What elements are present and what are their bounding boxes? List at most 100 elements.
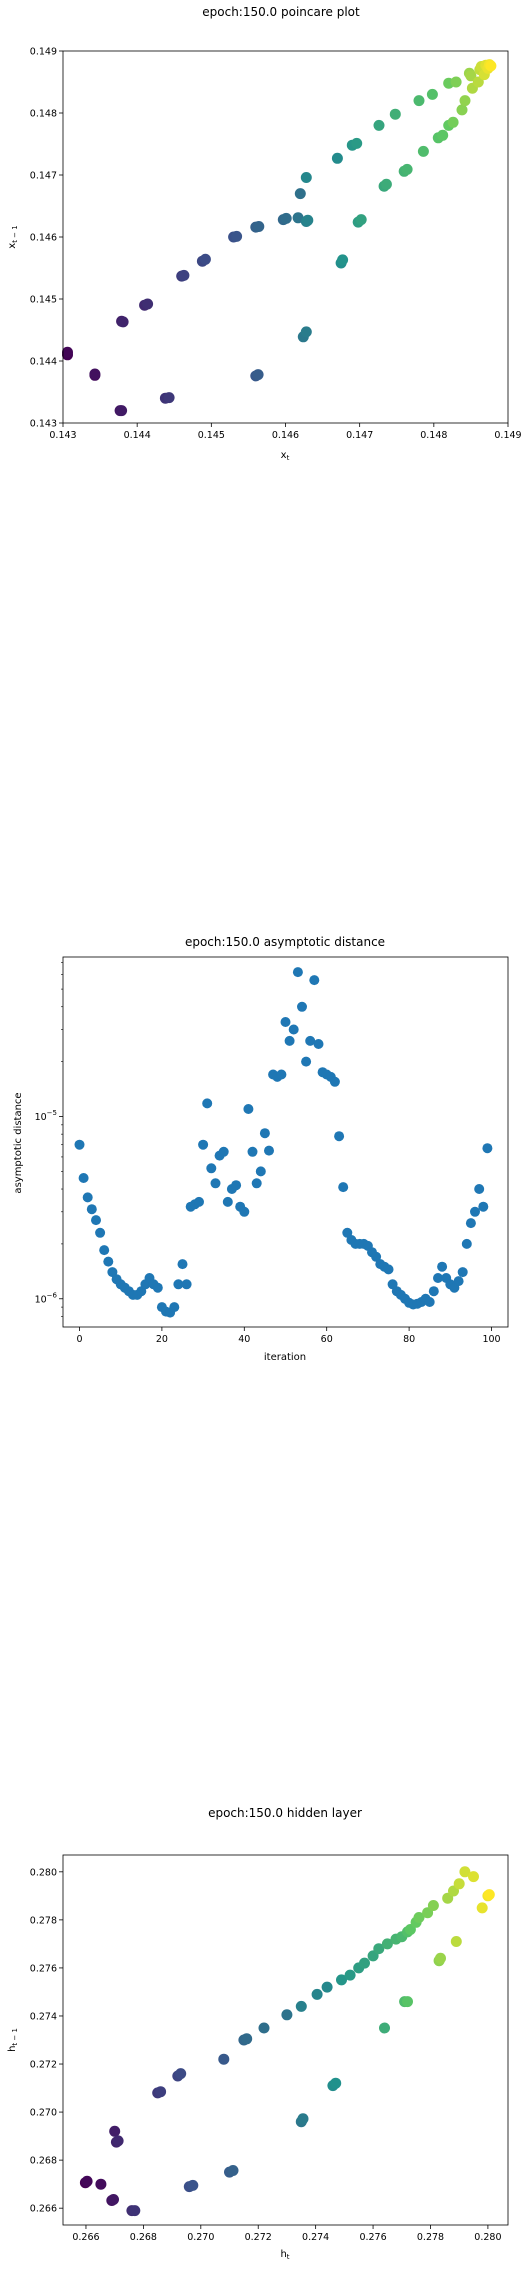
data-point — [338, 1182, 349, 1193]
data-point — [485, 60, 497, 72]
x-tick-label: 0.272 — [245, 2232, 272, 2243]
data-point — [284, 1035, 295, 1046]
data-point — [383, 1264, 394, 1275]
data-point — [142, 298, 154, 310]
data-point — [468, 1871, 479, 1883]
asymptotic-distance-plot: epoch:150.0 asymptotic distance 0 20 40 60 8… — [13, 935, 509, 1363]
data-point — [301, 1056, 312, 1067]
data-point — [177, 1259, 188, 1270]
asymptotic-distance-x-ticks: 0 20 40 60 80 100 — [76, 1327, 501, 1345]
data-point — [108, 2194, 119, 2205]
hidden-layer-y-label: ht − 1 — [7, 2028, 19, 2052]
x-tick-label: 0 — [76, 1334, 82, 1345]
data-point — [231, 1180, 242, 1191]
poincare-plot-frame — [62, 50, 509, 424]
data-point — [292, 212, 304, 224]
data-point — [202, 1098, 213, 1109]
data-point — [427, 1900, 439, 1911]
data-point — [472, 76, 484, 88]
data-point — [300, 326, 312, 338]
y-tick-label: 0.274 — [30, 2011, 57, 2022]
data-point — [243, 1104, 254, 1114]
x-tick-label: 100 — [482, 1334, 500, 1345]
x-tick-label: 0.145 — [198, 430, 225, 441]
hidden-layer-x-ticks: 0.266 0.268 0.270 0.272 0.274 0.276 0.278 0.280 — [72, 2225, 502, 2243]
x-tick-label: 0.280 — [474, 2232, 501, 2243]
y-tick-label: 0.144 — [30, 357, 57, 368]
data-point — [470, 1206, 480, 1217]
data-point — [302, 214, 314, 226]
data-point — [433, 1273, 443, 1283]
data-point — [218, 1146, 229, 1157]
data-point — [175, 2068, 187, 2080]
data-point — [402, 1996, 413, 2008]
data-point — [453, 1878, 465, 1890]
y-tick-label: 0.266 — [30, 2204, 57, 2215]
data-point — [218, 2053, 230, 2065]
hidden-layer-frame — [62, 1854, 509, 2226]
data-point — [417, 145, 429, 157]
poincare-plot-x-label: xt — [281, 450, 290, 462]
data-point — [173, 1279, 184, 1290]
data-point — [461, 1238, 472, 1249]
asymptotic-distance-frame — [62, 956, 509, 1328]
data-point — [295, 2000, 307, 2012]
data-point — [252, 369, 264, 381]
data-point — [330, 2077, 342, 2089]
poincare-plot: epoch:150.0 poincare plot 0.143 0.144 0.14… — [7, 5, 522, 462]
y-tick-label: 0.276 — [30, 1963, 57, 1974]
data-point — [457, 1267, 468, 1278]
y-tick-label: 0.280 — [30, 1867, 57, 1878]
x-tick-label: 0.148 — [420, 430, 447, 441]
data-point — [474, 1184, 485, 1194]
data-point — [112, 2135, 124, 2147]
data-point — [199, 253, 211, 265]
asymptotic-distance-y-label: asymptotic distance — [13, 1092, 24, 1193]
data-point — [321, 1981, 333, 1993]
data-point — [351, 137, 363, 149]
y-tick-label: 0.143 — [30, 419, 57, 430]
x-tick-label: 0.276 — [359, 2232, 386, 2243]
data-point — [231, 230, 243, 242]
data-point — [337, 254, 349, 266]
data-point — [305, 1035, 316, 1046]
data-point — [99, 1245, 110, 1256]
data-point — [239, 1206, 250, 1217]
hidden-layer-title: epoch:150.0 hidden layer — [208, 1806, 362, 1820]
data-point — [210, 1178, 221, 1189]
data-point — [155, 2086, 167, 2098]
data-point — [91, 1215, 101, 1226]
poincare-plot-points — [62, 59, 497, 417]
data-point — [62, 346, 73, 358]
y-tick-label: 0.149 — [30, 47, 57, 58]
data-point — [426, 88, 438, 100]
y-tick-label: 0.272 — [30, 2060, 57, 2071]
data-point — [280, 1017, 291, 1027]
data-point — [253, 221, 265, 232]
data-point — [459, 1866, 471, 1878]
data-point — [95, 1227, 106, 1238]
data-point — [359, 1957, 370, 1969]
data-point — [82, 1192, 93, 1203]
data-point — [81, 2175, 93, 2187]
data-point — [413, 1912, 425, 1923]
data-point — [450, 1936, 462, 1947]
poincare-plot-title: epoch:150.0 poincare plot — [202, 5, 360, 19]
data-point — [334, 1131, 345, 1142]
y-tick-label: 10−6 — [35, 1291, 58, 1305]
data-point — [311, 1988, 323, 2000]
data-point — [95, 2178, 107, 2190]
x-tick-label: 20 — [156, 1334, 168, 1345]
data-point — [478, 1201, 489, 1212]
data-point — [280, 212, 292, 224]
asymptotic-distance-y-ticks: 10−6 10−5 — [35, 962, 63, 1317]
data-point — [264, 1145, 274, 1156]
x-tick-label: 0.270 — [187, 2232, 214, 2243]
asymptotic-distance-points — [74, 967, 493, 1318]
data-point — [373, 1943, 385, 1955]
data-point — [288, 1024, 299, 1035]
y-tick-label: 0.270 — [30, 2108, 57, 2119]
data-point — [380, 178, 392, 190]
data-point — [401, 163, 413, 175]
